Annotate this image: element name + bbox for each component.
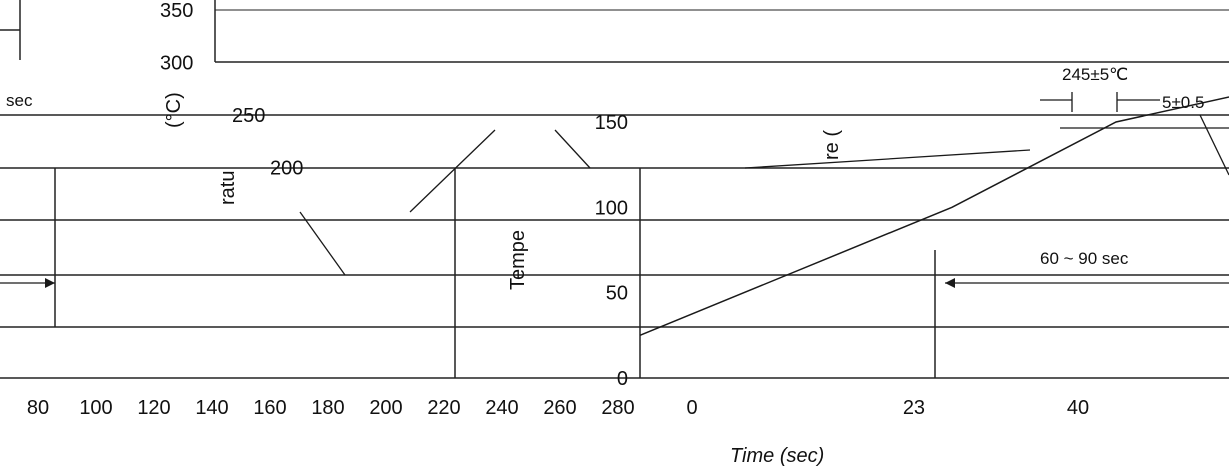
series-line-0 bbox=[639, 96, 1229, 336]
x-tick-label-140: 140 bbox=[195, 397, 228, 419]
x-tick-label-100: 100 bbox=[79, 397, 112, 419]
x-tick-label-240: 240 bbox=[485, 397, 518, 419]
x-axis-label: Time (sec) bbox=[730, 445, 824, 467]
x-tick-label-160: 160 bbox=[253, 397, 286, 419]
series-lines bbox=[299, 96, 1229, 336]
soak-time-label: 60 ~ 90 sec bbox=[1040, 249, 1129, 268]
x-tick-label-180: 180 bbox=[311, 397, 344, 419]
x-tick-label-220: 220 bbox=[427, 397, 460, 419]
y-tick-label-350: 350 bbox=[160, 0, 193, 22]
y-tick-label-inset-150: 150 bbox=[595, 112, 628, 134]
annotations bbox=[0, 92, 1229, 288]
ramp-fragment-4 bbox=[1199, 114, 1229, 176]
left-time-label: sec bbox=[6, 91, 33, 110]
x-tick-label-280: 280 bbox=[601, 397, 634, 419]
x-tick-label-inset-40: 40 bbox=[1067, 397, 1089, 419]
tick-labels: 200 250 300 350 0 50 100 150 80 100 120 140 160 180 20… bbox=[27, 0, 1089, 419]
x-tick-label-260: 260 bbox=[543, 397, 576, 419]
ramp-fragment-0 bbox=[409, 129, 496, 213]
ramp-fragment-1 bbox=[554, 129, 591, 169]
ramp-fragment-3 bbox=[744, 149, 1031, 169]
peak-temperature-label: 245±5℃ bbox=[1062, 65, 1128, 84]
x-tick-label-120: 120 bbox=[137, 397, 170, 419]
y-tick-label-300: 300 bbox=[160, 53, 193, 75]
y-tick-label-inset-0: 0 bbox=[617, 368, 628, 390]
x-tick-label-200: 200 bbox=[369, 397, 402, 419]
y-axis-label-fragment-1: (°C) bbox=[163, 92, 185, 128]
y-tick-label-200: 200 bbox=[270, 158, 303, 180]
x-tick-label-inset-23: 23 bbox=[903, 397, 925, 419]
y-tick-label-inset-50: 50 bbox=[606, 283, 628, 305]
horizontal-grid-lines bbox=[0, 9, 1229, 379]
y-axis-label-fragment-3: re ( bbox=[821, 130, 843, 160]
left-time-arrowhead bbox=[45, 278, 55, 288]
y-tick-label-inset-100: 100 bbox=[595, 197, 628, 219]
soak-time-arrowhead bbox=[945, 278, 955, 288]
x-tick-label-80: 80 bbox=[27, 397, 49, 419]
ramp-fragment-2 bbox=[299, 211, 346, 276]
y-axis-label: Tempe bbox=[507, 230, 529, 290]
peak-time-label: 5±0.5 bbox=[1162, 93, 1204, 112]
plot-frames bbox=[0, 0, 936, 378]
y-tick-label-250: 250 bbox=[232, 105, 265, 127]
x-tick-label-inset-0: 0 bbox=[686, 397, 697, 419]
y-axis-label-fragment-2: ratu bbox=[217, 171, 239, 205]
